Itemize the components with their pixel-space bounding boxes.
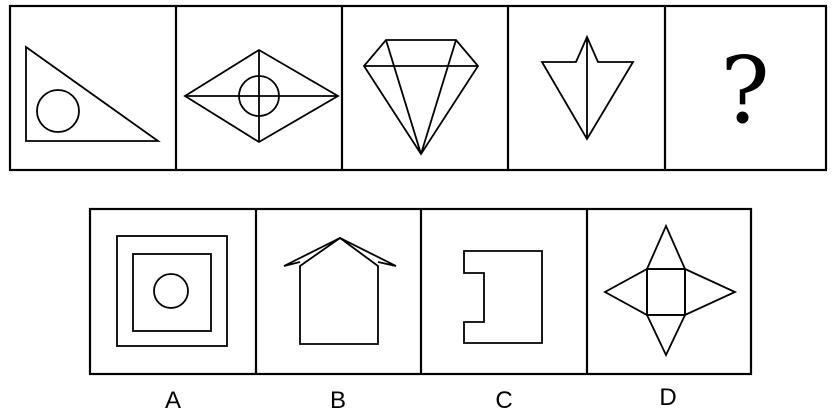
option-b[interactable]	[283, 236, 397, 345]
option-a[interactable]	[116, 235, 228, 347]
bracket-shape-icon	[463, 250, 543, 344]
options-row: A B C D	[88, 207, 753, 414]
question-row: ?	[8, 4, 828, 172]
diamond-gem-icon	[362, 39, 480, 156]
question-row-frame	[8, 4, 828, 172]
square-with-four-triangles-icon	[603, 223, 738, 358]
option-label-b: B	[330, 387, 346, 414]
house-shape-icon	[283, 236, 397, 345]
option-label-d: D	[659, 384, 676, 411]
option-label-a: A	[165, 387, 181, 414]
arrowhead-icon	[540, 34, 635, 141]
option-d[interactable]	[603, 223, 738, 358]
nested-squares-with-circle-icon	[116, 235, 228, 347]
triangle-with-circle-icon	[25, 45, 161, 142]
rhombus-with-circle-icon	[183, 48, 340, 144]
option-c[interactable]	[463, 250, 543, 344]
question-mark-icon: ?	[720, 37, 769, 144]
option-label-c: C	[495, 387, 512, 414]
